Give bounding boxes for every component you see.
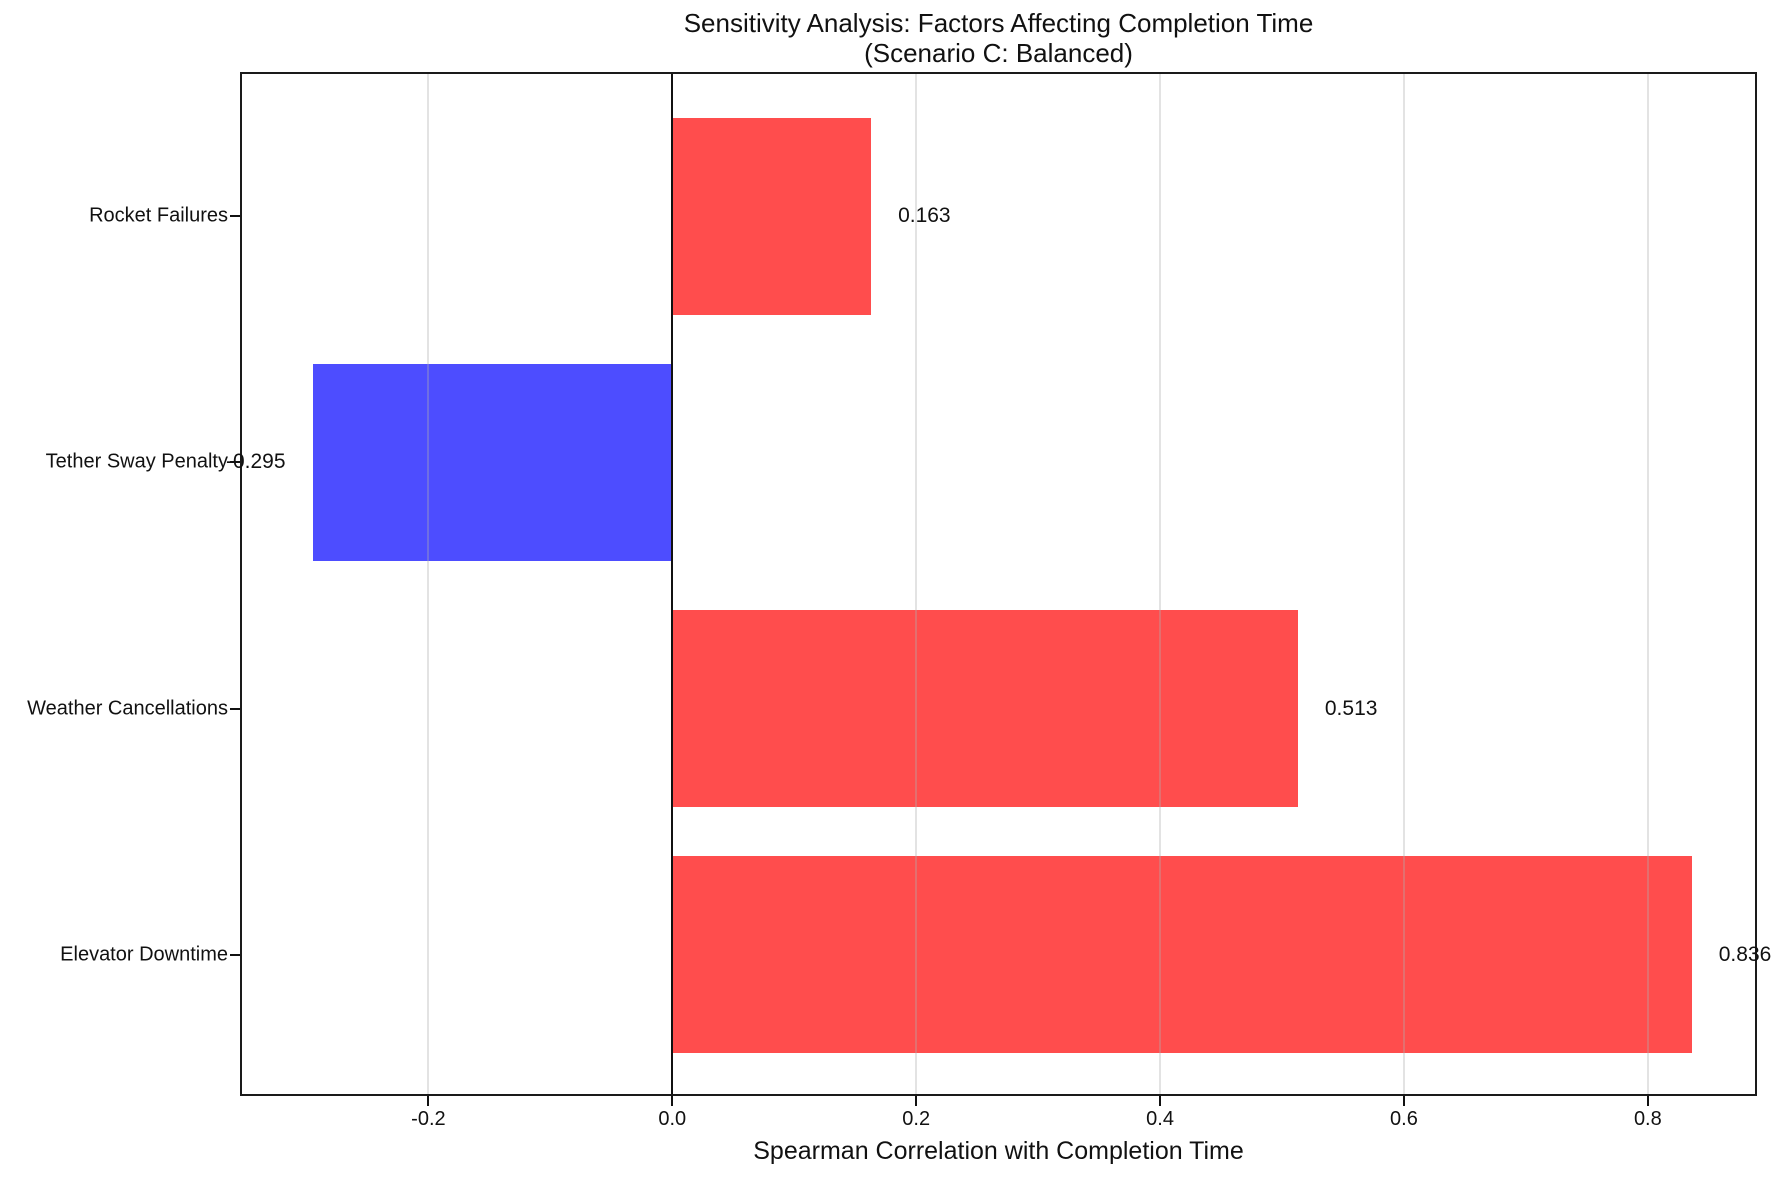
x-tick-label: 0.0: [658, 1108, 687, 1130]
y-tick-label: Tether Sway Penalty: [45, 450, 228, 473]
zero-reference-line: [671, 74, 674, 1094]
chart-title: Sensitivity Analysis: Factors Affecting …: [240, 8, 1757, 68]
gridline: [915, 74, 918, 1094]
chart-title-line1: Sensitivity Analysis: Factors Affecting …: [683, 8, 1314, 38]
x-axis-label: Spearman Correlation with Completion Tim…: [753, 1137, 1244, 1165]
value-label: -0.295: [226, 450, 286, 474]
x-tick-mark: [915, 1096, 918, 1106]
gridline: [1159, 74, 1162, 1094]
x-tick-label: 0.4: [1146, 1108, 1174, 1130]
x-tick-label: -0.2: [411, 1108, 446, 1130]
gridline: [1646, 74, 1649, 1094]
x-tick-mark: [1159, 1096, 1162, 1106]
value-label: 0.163: [898, 204, 951, 228]
value-label: 0.836: [1718, 942, 1772, 966]
bar-rocket-failures: [672, 117, 872, 315]
gridline: [427, 74, 430, 1094]
y-tick-label: Rocket Failures: [89, 204, 228, 227]
y-tick-mark: [230, 953, 240, 956]
gridline: [1402, 74, 1405, 1094]
x-tick-mark: [1402, 1096, 1405, 1106]
x-tick-mark: [427, 1096, 430, 1106]
y-tick-label: Elevator Downtime: [60, 943, 228, 966]
value-label: 0.513: [1324, 696, 1378, 720]
y-tick-mark: [230, 707, 240, 710]
x-tick-mark: [1646, 1096, 1649, 1106]
x-tick-mark: [671, 1096, 674, 1106]
y-tick-mark: [230, 215, 240, 218]
x-tick-label: 0.2: [902, 1108, 931, 1130]
bar-elevator-downtime: [672, 856, 1692, 1054]
bar-tether-sway-penalty: [312, 364, 673, 561]
x-tick-label: 0.6: [1390, 1108, 1418, 1130]
x-tick-label: 0.8: [1633, 1108, 1662, 1130]
bar-weather-cancellations: [672, 610, 1298, 808]
y-tick-label: Weather Cancellations: [27, 697, 228, 720]
y-tick-mark: [230, 461, 240, 464]
chart-title-line2: (Scenario C: Balanced): [864, 38, 1133, 68]
